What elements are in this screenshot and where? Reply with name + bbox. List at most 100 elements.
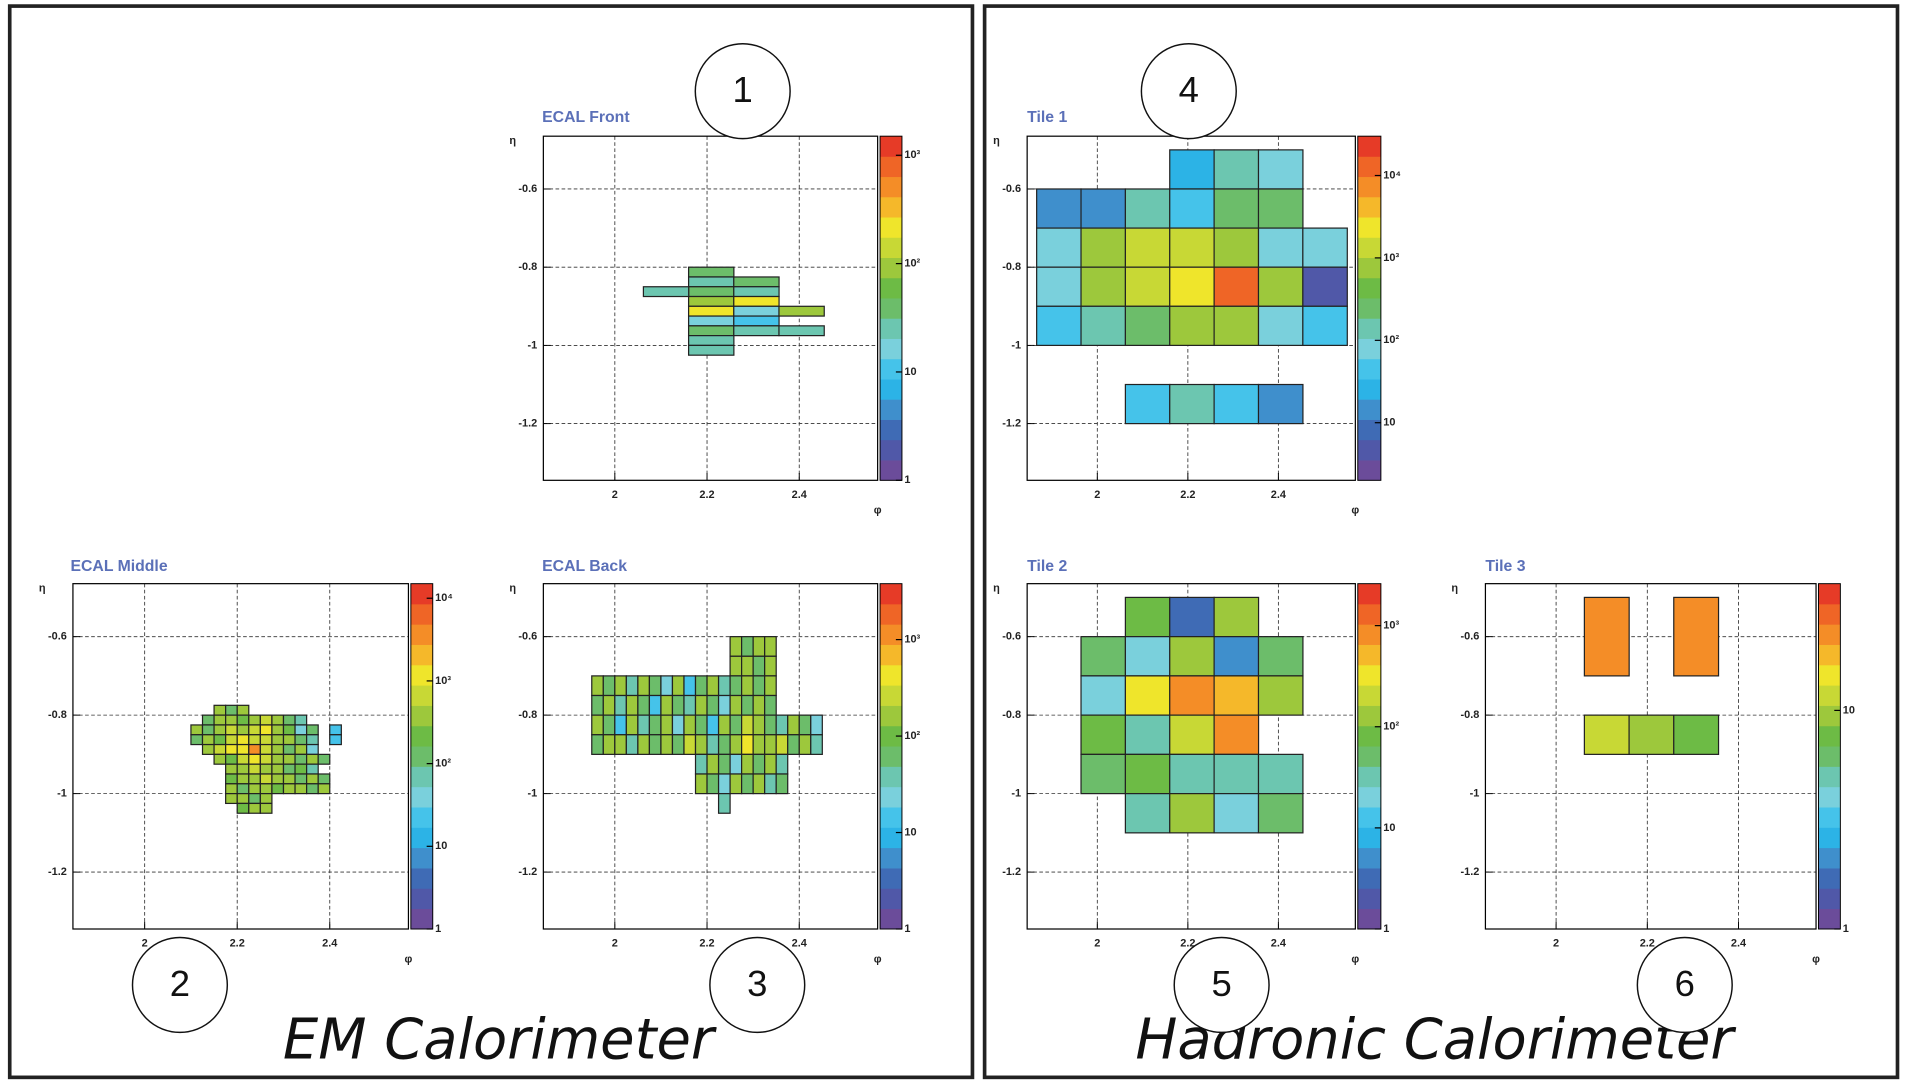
- cell: [271, 763, 285, 775]
- x-tick-label: 2.2: [1640, 937, 1655, 949]
- y-axis-label: η: [993, 135, 1000, 147]
- colorbar-segment: [1818, 766, 1841, 788]
- colorbar-segment: [1357, 827, 1381, 849]
- x-tick-label: 2.2: [1180, 489, 1195, 501]
- cell: [729, 655, 743, 677]
- cell: [225, 743, 238, 755]
- x-axis-label: φ: [405, 953, 413, 965]
- cell: [1036, 227, 1082, 268]
- cell: [687, 315, 735, 327]
- cell: [637, 734, 651, 755]
- cell: [764, 753, 777, 775]
- colorbar-tick-label: 10²: [1383, 721, 1399, 733]
- cell: [259, 773, 273, 785]
- colorbar-segment: [410, 583, 433, 605]
- cell: [317, 773, 331, 785]
- cell: [190, 734, 204, 746]
- cell: [1169, 753, 1215, 795]
- colorbar-tick-label: 10: [1383, 417, 1395, 429]
- cell: [717, 675, 731, 697]
- x-axis-label: φ: [874, 953, 882, 965]
- colorbar-segment: [1357, 746, 1381, 767]
- colorbar-segment: [880, 664, 902, 686]
- annotation-label: 1: [733, 69, 753, 110]
- cell: [671, 675, 685, 697]
- cell: [591, 714, 604, 736]
- y-tick-label: -0.8: [518, 709, 537, 721]
- cell: [1124, 636, 1171, 677]
- y-tick-label: -1.2: [1002, 866, 1021, 878]
- colorbar-segment: [1357, 583, 1381, 605]
- cell: [591, 734, 604, 755]
- cell: [282, 734, 296, 746]
- x-tick-label: 2: [1094, 489, 1100, 501]
- colorbar-segment: [880, 685, 902, 706]
- cell: [1080, 675, 1127, 716]
- x-tick-label: 2.2: [699, 937, 714, 949]
- cell: [317, 753, 331, 765]
- cell: [798, 734, 812, 755]
- cell: [752, 655, 766, 677]
- cell: [775, 773, 789, 795]
- x-tick-label: 2.4: [792, 937, 808, 949]
- cell: [648, 694, 662, 716]
- cell: [741, 675, 754, 697]
- cell: [236, 763, 250, 775]
- y-tick-label: -1: [1470, 788, 1480, 800]
- cell: [306, 743, 319, 755]
- colorbar-segment: [880, 176, 902, 198]
- y-tick-label: -1: [528, 339, 538, 351]
- cell: [271, 714, 285, 726]
- cell: [1213, 636, 1260, 677]
- colorbar-tick-label: 10³: [904, 633, 920, 645]
- colorbar-segment: [880, 156, 902, 178]
- cell: [259, 714, 273, 726]
- cell: [733, 315, 780, 327]
- cell: [687, 344, 735, 356]
- cell: [642, 286, 690, 298]
- cell: [248, 773, 261, 785]
- cell: [306, 763, 319, 775]
- cell: [1080, 188, 1127, 229]
- cell: [1124, 305, 1171, 347]
- cell: [201, 714, 215, 726]
- cell: [1036, 305, 1082, 347]
- colorbar-segment: [1357, 786, 1381, 808]
- colorbar-segment: [880, 237, 902, 259]
- colorbar-segment: [1357, 644, 1381, 666]
- x-tick-label: 2.4: [1271, 937, 1287, 949]
- colorbar-segment: [1818, 847, 1841, 869]
- colorbar-frame: [879, 583, 903, 930]
- cell: [764, 675, 777, 697]
- colorbar-segment: [1357, 217, 1381, 238]
- cell: [225, 704, 238, 716]
- cell: [729, 734, 743, 755]
- cell: [687, 276, 735, 288]
- cell: [1213, 266, 1260, 307]
- colorbar-segment: [880, 868, 902, 889]
- colorbar-segment: [1818, 827, 1841, 849]
- cell: [602, 675, 616, 697]
- cell: [706, 753, 720, 775]
- colorbar-segment: [1357, 888, 1381, 910]
- colorbar-segment: [1818, 888, 1841, 910]
- colorbar-segment: [880, 583, 902, 605]
- x-axis-label: φ: [874, 505, 882, 517]
- cell: [190, 724, 204, 736]
- cell: [1257, 753, 1304, 795]
- cell: [294, 763, 308, 775]
- colorbar-segment: [1357, 624, 1381, 645]
- colorbar-segment: [1818, 725, 1841, 747]
- y-tick-label: -0.6: [48, 631, 67, 643]
- cell: [625, 714, 639, 736]
- cell: [741, 773, 754, 795]
- colorbar-segment: [1357, 237, 1381, 259]
- colorbar-segment: [1818, 908, 1841, 930]
- cell: [764, 694, 777, 716]
- cell: [1213, 753, 1260, 795]
- cell: [329, 724, 342, 736]
- cell: [236, 724, 250, 736]
- cell: [1169, 149, 1215, 190]
- cell: [717, 793, 731, 814]
- colorbar-segment: [1357, 399, 1381, 420]
